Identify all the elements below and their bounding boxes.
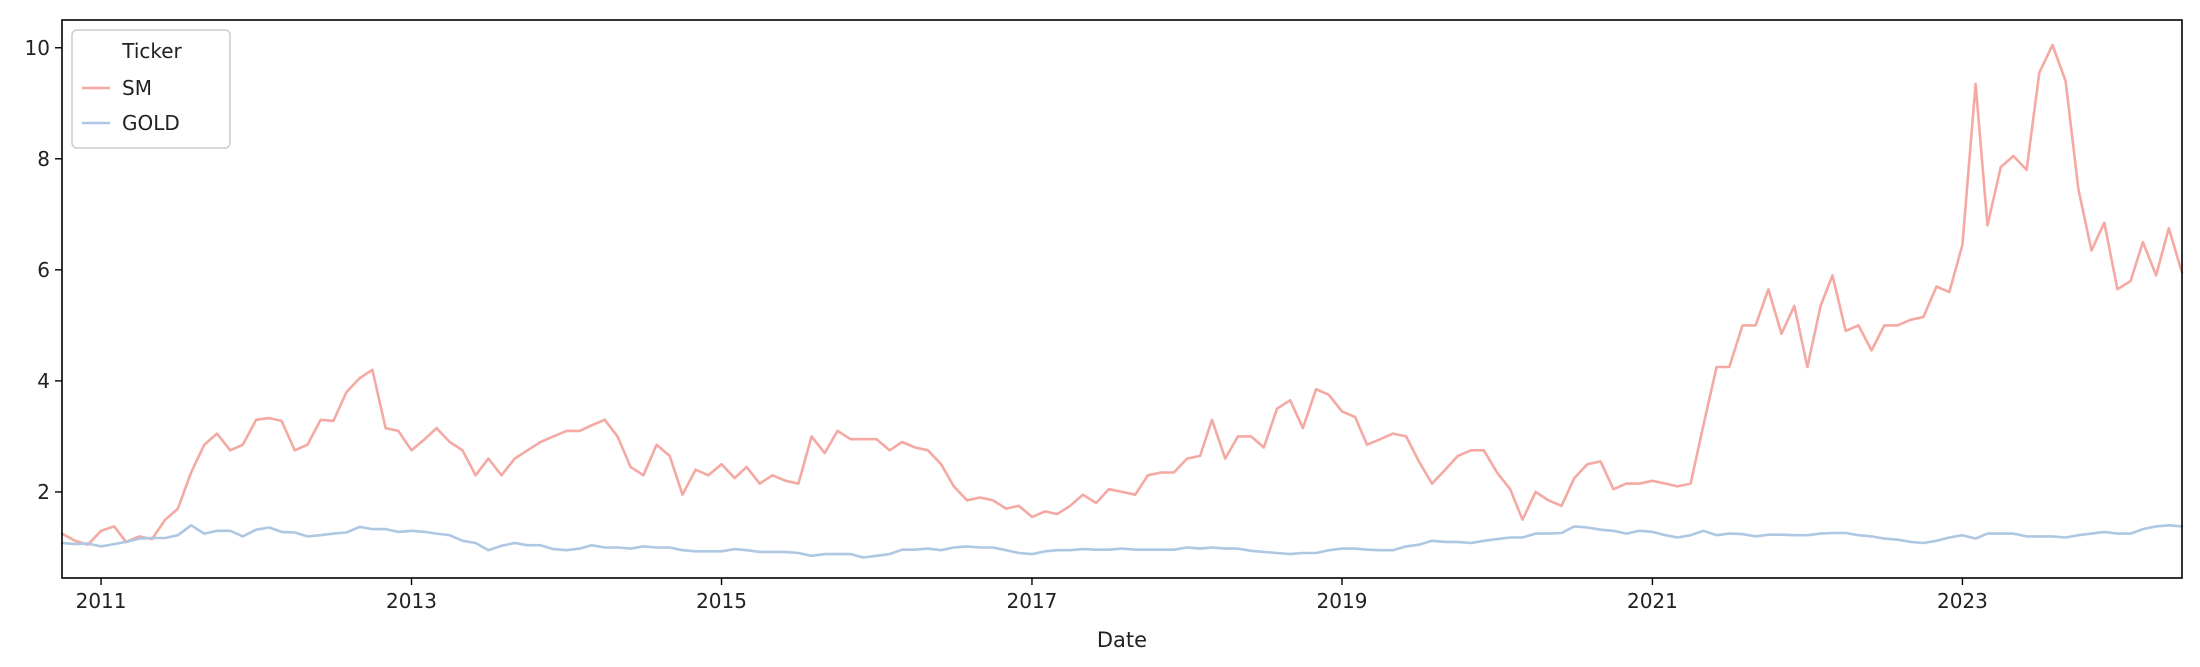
series-layer — [60, 43, 2184, 559]
x-axis: 2011 2013 2015 2017 2019 2021 2023 — [76, 578, 1988, 613]
x-tick-label: 2019 — [1317, 589, 1368, 613]
legend-label-sm: SM — [122, 76, 152, 100]
y-tick-label: 6 — [37, 258, 50, 282]
legend-label-gold: GOLD — [122, 111, 180, 135]
series-line-sm — [60, 43, 2184, 546]
plot-area: 2 4 6 8 10 2011 2013 2015 2017 2019 2021 2023 — [25, 19, 2184, 613]
series-line-gold — [60, 524, 2184, 559]
y-tick-label: 4 — [37, 369, 50, 393]
x-tick-label: 2013 — [386, 589, 437, 613]
y-axis: 2 4 6 8 10 — [25, 36, 62, 504]
y-tick-label: 8 — [37, 147, 50, 171]
legend: Ticker SM GOLD — [71, 29, 231, 149]
y-tick-label: 2 — [37, 480, 50, 504]
legend-frame — [71, 29, 231, 149]
x-tick-label: 2017 — [1007, 589, 1058, 613]
x-tick-label: 2023 — [1937, 589, 1988, 613]
x-axis-label: Date — [1097, 628, 1147, 652]
y-tick-label: 10 — [25, 36, 50, 60]
axes-frame — [61, 19, 2183, 579]
x-tick-label: 2021 — [1627, 589, 1678, 613]
x-tick-label: 2015 — [696, 589, 747, 613]
x-tick-label: 2011 — [76, 589, 127, 613]
legend-title: Ticker — [121, 39, 182, 63]
